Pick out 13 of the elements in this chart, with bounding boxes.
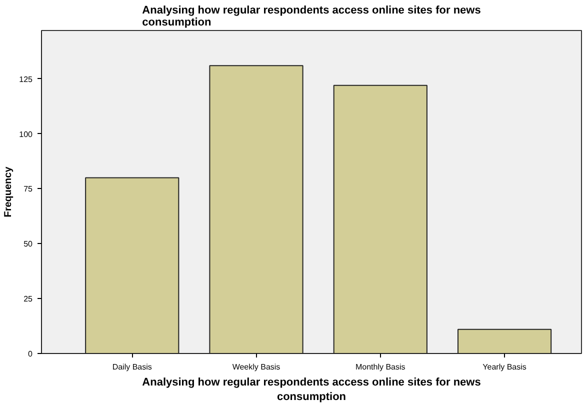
x-tick-label: Daily Basis [112, 362, 152, 372]
y-tick-label: 75 [24, 184, 34, 194]
x-tick-label: Monthly Basis [356, 362, 406, 372]
y-axis-title: Frequency [3, 166, 14, 218]
y-tick-label: 125 [19, 74, 34, 84]
y-tick-label: 100 [19, 130, 34, 139]
x-axis-title: Analysing how regular respondents access online sites for news consumption [142, 376, 481, 403]
y-tick-label: 0 [28, 350, 34, 358]
chart-title: Analysing how regular respondents access online sites for news consumption [142, 4, 481, 28]
y-tick-label: 25 [24, 294, 34, 304]
x-tick-label: Weekly Basis [232, 362, 280, 372]
x-tick-label: Yearly Basis [482, 362, 526, 372]
y-tick-label: 50 [24, 240, 34, 249]
